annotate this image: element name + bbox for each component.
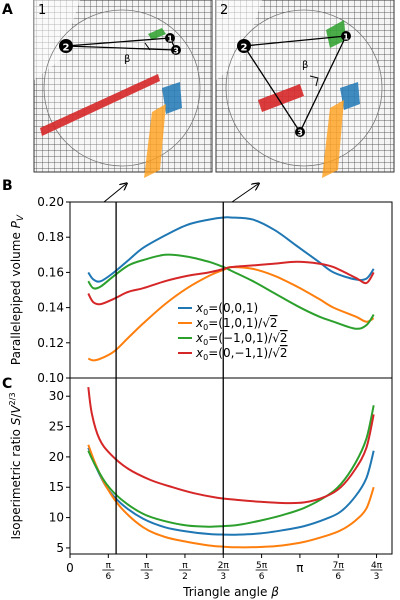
- xtick-label: 0: [66, 561, 74, 575]
- legend-item-green: x0=(−1,0,1)/√2: [178, 331, 288, 347]
- render-left: 2 1 3 β 1: [33, 0, 213, 178]
- xtick-label: 5π6: [255, 561, 268, 582]
- ytick-label: 0.12: [37, 336, 64, 350]
- chart-b: 0.10 0.12 0.14 0.16 0.18 0.20 Parallelepiped …: [9, 195, 393, 385]
- ytick-label: 0.16: [37, 265, 64, 279]
- svg-text:π: π: [144, 561, 150, 571]
- arrow-to-render-left: [103, 184, 126, 203]
- series-line-green: [87, 405, 375, 528]
- svg-text:4π: 4π: [371, 561, 383, 571]
- panel-label-a: A: [2, 2, 13, 18]
- render-number-left: 1: [38, 3, 46, 18]
- series-line-blue: [87, 216, 375, 283]
- chart-c-xlabel: Triangle angle β: [182, 585, 279, 599]
- angle-label-right: β: [302, 60, 308, 71]
- series-line-red: [87, 386, 375, 505]
- svg-text:7π: 7π: [333, 561, 345, 571]
- svg-text:6: 6: [105, 572, 111, 582]
- ytick-label: 15: [49, 480, 64, 494]
- svg-text:x0=(0,0,1): x0=(0,0,1): [195, 301, 258, 317]
- svg-text:x0=(−1,0,1)/√2: x0=(−1,0,1)/√2: [195, 331, 288, 347]
- blue-prism: [162, 82, 182, 114]
- vertex-2-left: [59, 39, 73, 53]
- orange-prism: [144, 104, 166, 178]
- legend-item-red: x0=(0,−1,1)/√2: [178, 346, 288, 362]
- svg-text:π: π: [106, 561, 112, 571]
- panel-label-b: B: [2, 178, 13, 194]
- xtick-label: π6: [102, 561, 115, 582]
- svg-text:6: 6: [335, 572, 341, 582]
- svg-text:6: 6: [259, 572, 265, 582]
- series-line-orange: [87, 444, 375, 549]
- xtick-label: π2: [178, 561, 191, 582]
- render-right: 2 1 3 β 2: [215, 0, 395, 178]
- green-prism: [148, 28, 166, 40]
- chart-c-frame: [69, 377, 393, 555]
- vertex-label-right-2: 2: [241, 43, 248, 54]
- ytick-label: 0.20: [37, 195, 64, 209]
- series-line-blue: [87, 447, 375, 536]
- svg-text:π: π: [182, 561, 188, 571]
- ytick-label: 0.18: [37, 230, 64, 244]
- legend-item-blue: x0=(0,0,1): [178, 301, 258, 317]
- ytick-label: 0.10: [37, 371, 64, 385]
- render-number-right: 2: [220, 3, 228, 18]
- vertex-label-right-1: 1: [343, 33, 349, 42]
- ytick-label: 0.14: [37, 301, 64, 315]
- svg-text:3: 3: [144, 572, 150, 582]
- svg-text:2: 2: [182, 572, 188, 582]
- chart-b-ylabel: Parallelepiped volume PV: [9, 214, 26, 365]
- ytick-label: 5: [56, 541, 64, 555]
- angle-label-left: β: [124, 54, 130, 65]
- svg-text:2π: 2π: [218, 561, 230, 571]
- vertex-label-left-1: 1: [167, 35, 173, 44]
- ytick-label: 10: [49, 511, 64, 525]
- panel-label-c: C: [2, 376, 12, 392]
- ytick-label: 20: [49, 450, 64, 464]
- vertex-label-right-3: 3: [297, 129, 303, 138]
- chart-c-ylabel: Isoperimetric ratio S/V2/3: [8, 392, 23, 539]
- svg-text:x0=(0,−1,1)/√2: x0=(0,−1,1)/√2: [195, 346, 288, 362]
- svg-text:5π: 5π: [256, 561, 268, 571]
- ytick-label: 30: [49, 389, 64, 403]
- xtick-label: 2π3: [217, 561, 229, 582]
- ytick-label: 25: [49, 420, 64, 434]
- legend: x0=(0,0,1)x0=(1,0,1)/√2x0=(−1,0,1)/√2x0=…: [178, 301, 288, 362]
- svg-text:3: 3: [374, 572, 380, 582]
- vertex-label-left-2: 2: [63, 43, 70, 54]
- svg-text:x0=(1,0,1)/√2: x0=(1,0,1)/√2: [195, 316, 278, 332]
- vertex-label-left-3: 3: [173, 47, 179, 56]
- series-line-red: [87, 260, 375, 306]
- svg-text:3: 3: [220, 572, 226, 582]
- xtick-label: 7π6: [332, 561, 344, 582]
- xtick-label: π3: [140, 561, 153, 582]
- legend-item-orange: x0=(1,0,1)/√2: [178, 316, 278, 332]
- xtick-label: π: [296, 561, 303, 575]
- arrow-to-render-right: [231, 184, 258, 203]
- red-prism: [40, 74, 160, 136]
- xtick-label: 4π3: [370, 561, 383, 582]
